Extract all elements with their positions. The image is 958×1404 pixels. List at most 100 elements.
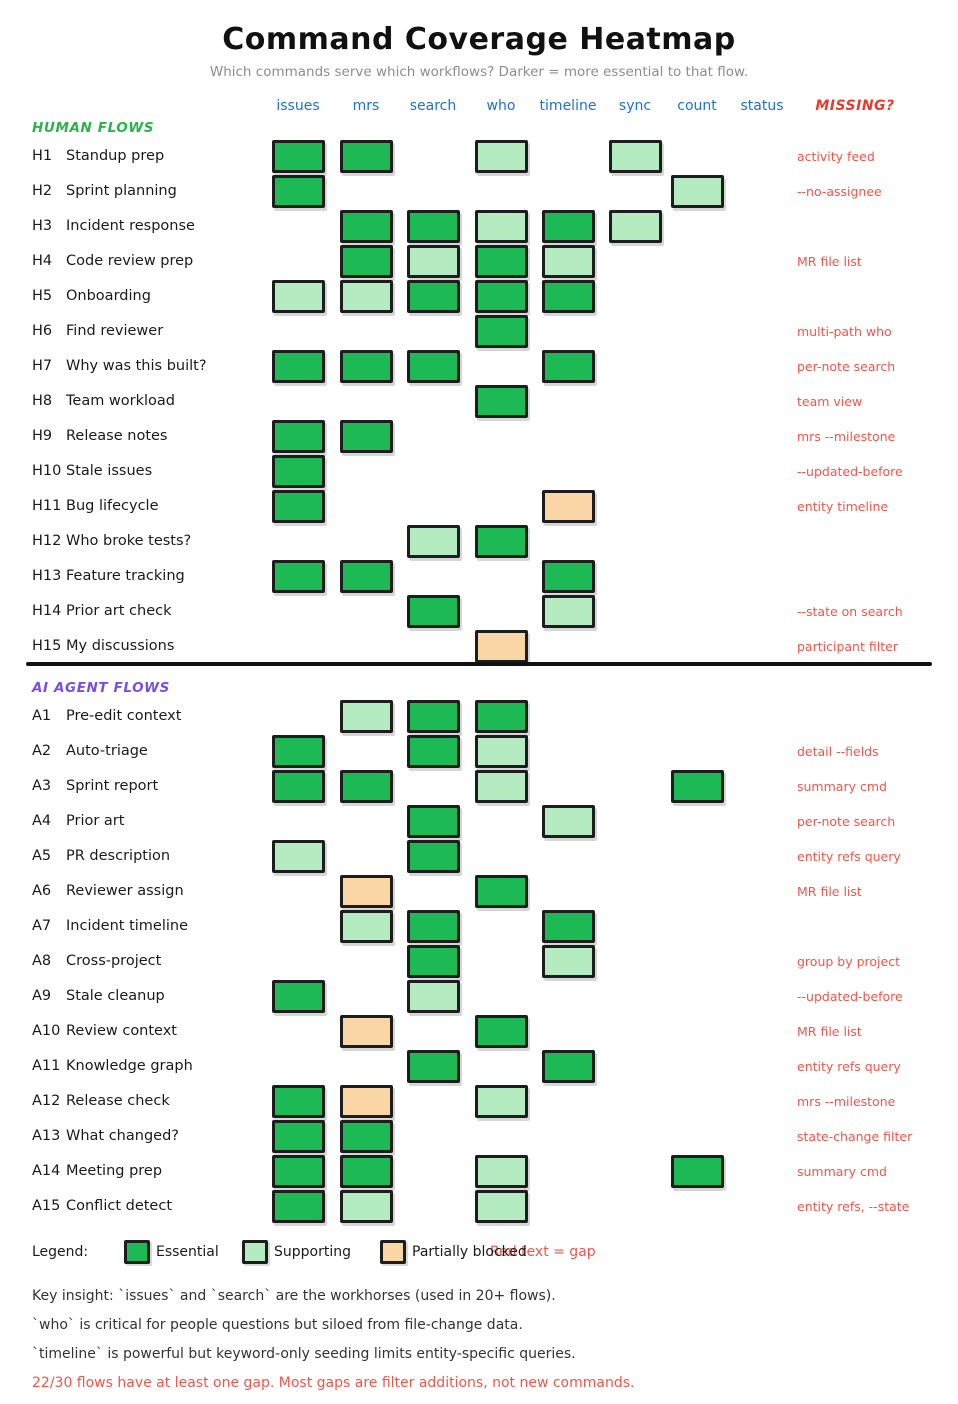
row-label-a11: A11 Knowledge graph [32, 1058, 193, 1074]
row-label-a2: A2 Auto-triage [32, 743, 148, 759]
row-code: H2 [32, 183, 53, 199]
heatmap-cell-h2-count [671, 175, 724, 208]
gap-text-h14: --state on search [797, 604, 903, 619]
row-code: A9 [32, 988, 52, 1004]
row-label-h12: H12 Who broke tests? [32, 533, 191, 549]
legend-swatch-supporting [242, 1240, 268, 1264]
heatmap-cell-a15-who [475, 1190, 528, 1223]
heatmap-cell-h4-search [407, 245, 460, 278]
row-label-a12: A12 Release check [32, 1093, 170, 1109]
gap-text-a2: detail --fields [797, 744, 879, 759]
heatmap-cell-a2-search [407, 735, 460, 768]
row-code: A10 [32, 1023, 61, 1039]
row-label-a8: A8 Cross-project [32, 953, 161, 969]
heatmap-cell-a7-mrs [340, 910, 393, 943]
footnote-4: 22/30 flows have at least one gap. Most … [32, 1375, 635, 1391]
row-name: Team workload [66, 393, 176, 409]
heatmap-cell-a4-search [407, 805, 460, 838]
gap-text-h7: per-note search [797, 359, 896, 374]
heatmap-cell-a8-timeline [542, 945, 595, 978]
column-header-sync: sync [618, 98, 652, 114]
legend-label-essential: Essential [156, 1244, 219, 1260]
footnote-1: Key insight: `issues` and `search` are t… [32, 1288, 556, 1304]
heatmap-cell-a13-mrs [340, 1120, 393, 1153]
heatmap-cell-a2-who [475, 735, 528, 768]
column-header-status: status [740, 98, 784, 114]
gap-text-a11: entity refs query [797, 1059, 901, 1074]
row-code: A14 [32, 1163, 61, 1179]
column-header-count: count [677, 98, 717, 114]
section-label-human: HUMAN FLOWS [32, 120, 155, 136]
heatmap-cell-h1-sync [609, 140, 662, 173]
row-code: A6 [32, 883, 52, 899]
heatmap-cell-h14-search [407, 595, 460, 628]
row-code: H3 [32, 218, 53, 234]
section-label-ai: AI AGENT FLOWS [32, 680, 170, 696]
column-header-missing: MISSING? [815, 98, 895, 114]
row-code: A11 [32, 1058, 61, 1074]
row-label-a10: A10 Review context [32, 1023, 177, 1039]
row-label-a5: A5 PR description [32, 848, 170, 864]
row-name: Auto-triage [66, 743, 148, 759]
row-label-a1: A1 Pre-edit context [32, 708, 181, 724]
row-label-h10: H10 Stale issues [32, 463, 152, 479]
heatmap-cell-h10-issues [272, 455, 325, 488]
heatmap-cell-a14-issues [272, 1155, 325, 1188]
legend-gap-note: Red text = gap [490, 1244, 596, 1260]
row-name: Review context [66, 1023, 177, 1039]
heatmap-cell-h9-mrs [340, 420, 393, 453]
gap-text-a3: summary cmd [797, 779, 887, 794]
row-label-h15: H15 My discussions [32, 638, 174, 654]
row-label-a15: A15 Conflict detect [32, 1198, 172, 1214]
heatmap-cell-h14-timeline [542, 595, 595, 628]
heatmap-cell-a10-who [475, 1015, 528, 1048]
row-name: My discussions [66, 638, 175, 654]
row-label-a3: A3 Sprint report [32, 778, 158, 794]
row-label-h6: H6 Find reviewer [32, 323, 163, 339]
row-name: What changed? [66, 1128, 179, 1144]
gap-text-h6: multi-path who [797, 324, 892, 339]
row-code: H12 [32, 533, 62, 549]
heatmap-cell-a10-mrs [340, 1015, 393, 1048]
heatmap-cell-h3-mrs [340, 210, 393, 243]
heatmap-cell-h12-search [407, 525, 460, 558]
row-name: Knowledge graph [66, 1058, 193, 1074]
heatmap-cell-a14-count [671, 1155, 724, 1188]
heatmap-cell-a3-who [475, 770, 528, 803]
heatmap-cell-h11-timeline [542, 490, 595, 523]
row-name: PR description [66, 848, 171, 864]
heatmap-cell-h15-who [475, 630, 528, 663]
row-code: H9 [32, 428, 53, 444]
heatmap-cell-a1-mrs [340, 700, 393, 733]
row-code: A13 [32, 1128, 61, 1144]
gap-text-a13: state-change filter [797, 1129, 913, 1144]
heatmap-cell-a3-issues [272, 770, 325, 803]
heatmap-cell-a9-issues [272, 980, 325, 1013]
row-code: H13 [32, 568, 62, 584]
row-label-a9: A9 Stale cleanup [32, 988, 165, 1004]
heatmap-cell-a9-search [407, 980, 460, 1013]
heatmap-cell-a3-count [671, 770, 724, 803]
heatmap-cell-h5-issues [272, 280, 325, 313]
heatmap-cell-a8-search [407, 945, 460, 978]
gap-text-h10: --updated-before [797, 464, 903, 479]
row-code: H1 [32, 148, 53, 164]
heatmap-cell-a2-issues [272, 735, 325, 768]
row-code: A5 [32, 848, 52, 864]
footnote-2: `who` is critical for people questions b… [32, 1317, 523, 1333]
row-code: H5 [32, 288, 53, 304]
row-code: A2 [32, 743, 52, 759]
heatmap-cell-h7-issues [272, 350, 325, 383]
heatmap-cell-h3-search [407, 210, 460, 243]
row-code: H7 [32, 358, 53, 374]
gap-text-h2: --no-assignee [797, 184, 882, 199]
row-name: Who broke tests? [66, 533, 192, 549]
row-label-h3: H3 Incident response [32, 218, 195, 234]
row-name: Meeting prep [66, 1163, 163, 1179]
row-code: H15 [32, 638, 62, 654]
row-code: H11 [32, 498, 62, 514]
row-code: H4 [32, 253, 53, 269]
heatmap-cell-a5-issues [272, 840, 325, 873]
heatmap-cell-h4-who [475, 245, 528, 278]
heatmap-cell-h5-timeline [542, 280, 595, 313]
